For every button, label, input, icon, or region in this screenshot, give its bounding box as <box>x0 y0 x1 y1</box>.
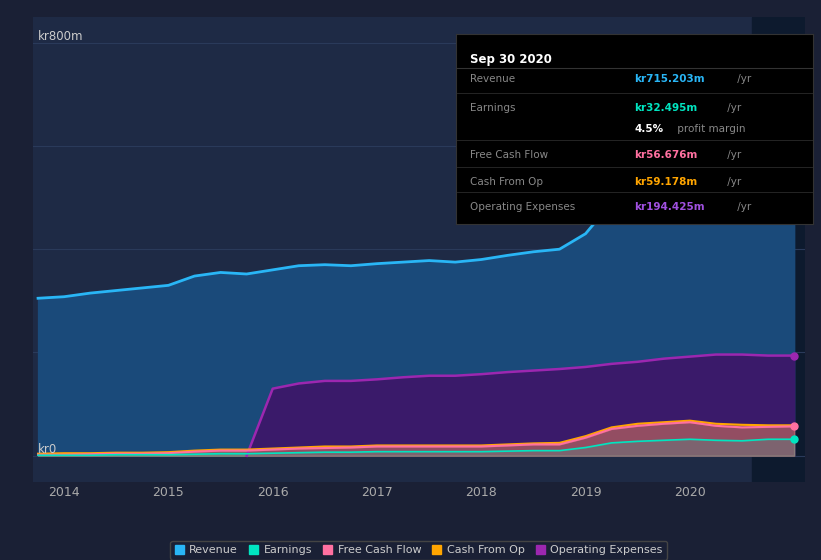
Text: kr56.676m: kr56.676m <box>635 151 698 161</box>
Text: kr0: kr0 <box>38 443 57 456</box>
Text: /yr: /yr <box>724 103 741 113</box>
Text: /yr: /yr <box>734 202 751 212</box>
Text: kr59.178m: kr59.178m <box>635 177 698 187</box>
Text: /yr: /yr <box>734 74 751 85</box>
Text: /yr: /yr <box>724 177 741 187</box>
Text: Cash From Op: Cash From Op <box>470 177 543 187</box>
Text: profit margin: profit margin <box>674 124 745 134</box>
Text: 4.5%: 4.5% <box>635 124 663 134</box>
Text: kr32.495m: kr32.495m <box>635 103 698 113</box>
Text: kr194.425m: kr194.425m <box>635 202 705 212</box>
Legend: Revenue, Earnings, Free Cash Flow, Cash From Op, Operating Expenses: Revenue, Earnings, Free Cash Flow, Cash … <box>171 541 667 559</box>
Text: Operating Expenses: Operating Expenses <box>470 202 576 212</box>
Text: Sep 30 2020: Sep 30 2020 <box>470 53 552 66</box>
Text: Revenue: Revenue <box>470 74 515 85</box>
Text: kr715.203m: kr715.203m <box>635 74 705 85</box>
Text: Free Cash Flow: Free Cash Flow <box>470 151 548 161</box>
Bar <box>752 17 805 482</box>
Text: Earnings: Earnings <box>470 103 516 113</box>
Text: kr800m: kr800m <box>38 30 84 43</box>
Text: /yr: /yr <box>724 151 741 161</box>
